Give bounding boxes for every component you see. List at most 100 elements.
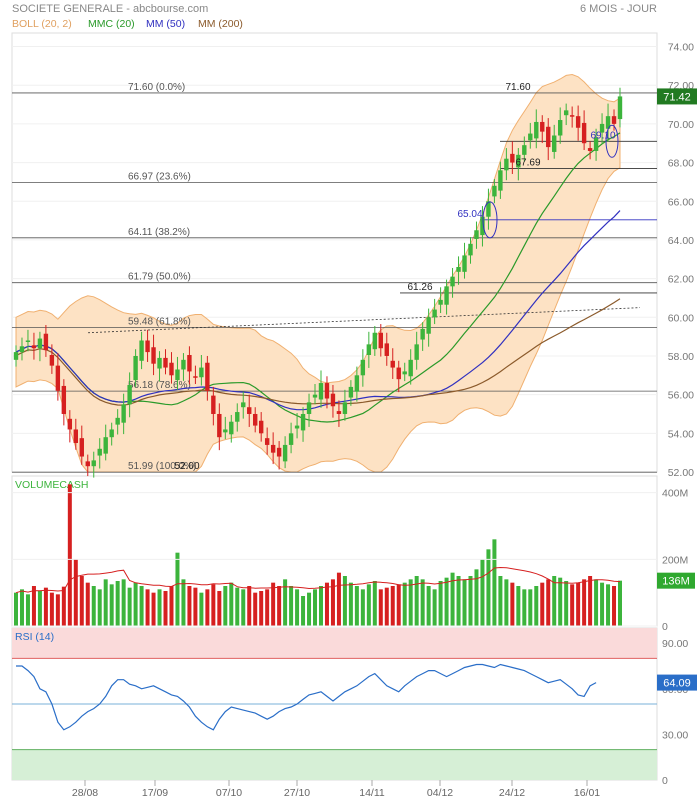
candle-body	[223, 429, 228, 433]
candle-body	[217, 413, 222, 438]
volume-bar	[618, 580, 622, 626]
x-axis: 28/08 17/09 07/10 27/10 14/11 04/12 24/12 16/01	[72, 780, 600, 799]
candle-body	[151, 347, 156, 364]
candle-body	[181, 359, 186, 370]
volume-bar	[450, 572, 455, 626]
volume-bar	[181, 579, 186, 626]
candle-body	[276, 447, 282, 457]
volume-bar	[169, 586, 174, 626]
fib-label: 61.79 (50.0%)	[128, 272, 191, 283]
candle-body	[438, 299, 443, 305]
candle-body	[55, 365, 61, 391]
candle-body	[510, 153, 515, 163]
candle-body	[384, 343, 389, 356]
volume-bar	[438, 581, 443, 626]
volume-bar	[79, 576, 84, 626]
candle-body	[318, 383, 324, 400]
volume-bar	[342, 576, 347, 626]
candle-body	[19, 346, 25, 353]
volume-bar	[43, 587, 48, 626]
candle-body	[97, 448, 102, 456]
volume-bar	[516, 586, 521, 626]
volume-bar	[133, 582, 138, 626]
candle-body	[294, 425, 300, 429]
rsi-oversold-zone	[12, 749, 657, 780]
volume-bar	[103, 579, 108, 626]
volume-bar	[313, 589, 318, 626]
legend-mm50: MM (50)	[146, 18, 185, 30]
candle-body	[306, 402, 312, 414]
volume-bar	[492, 539, 497, 626]
candle-body	[145, 340, 150, 353]
candle-body	[414, 344, 419, 360]
x-tick-label: 27/10	[284, 787, 310, 799]
candle-body	[605, 116, 611, 129]
volume-bar	[504, 579, 509, 626]
legend: BOLL (20, 2) MMC (20) MM (50) MM (200)	[12, 18, 243, 30]
candle-body	[402, 371, 407, 375]
volume-bar	[157, 589, 162, 626]
volume-bar	[588, 576, 593, 626]
candle-body	[593, 137, 599, 151]
candle-body	[37, 338, 43, 349]
price-tick-label: 52.00	[668, 467, 694, 479]
volume-bar	[444, 577, 449, 626]
volume-bar	[145, 589, 150, 626]
x-tick-label: 07/10	[216, 787, 242, 799]
volume-bar	[324, 582, 329, 626]
candle-body	[563, 110, 569, 116]
volume-bar	[510, 582, 515, 626]
candle-body	[617, 96, 623, 120]
volume-bar	[187, 586, 192, 626]
candle-body	[342, 402, 348, 414]
rsi-panel-title: RSI (14)	[15, 631, 54, 643]
volume-bar	[37, 591, 42, 626]
candle-body	[522, 145, 527, 155]
volume-bar	[462, 579, 467, 626]
price-tick-label: 64.00	[668, 235, 694, 247]
candle-body	[133, 355, 138, 381]
volume-bar	[67, 484, 72, 626]
volume-bar	[414, 576, 419, 626]
annotation-label: 65.04	[457, 209, 482, 220]
volume-bar	[235, 587, 240, 626]
candle-body	[193, 376, 198, 378]
candle-body	[282, 444, 288, 462]
candle-body	[599, 123, 605, 133]
fib-label: 59.48 (61.8%)	[128, 316, 191, 327]
volume-bar	[55, 594, 60, 626]
volume-bar	[456, 576, 461, 626]
volume-bar	[318, 586, 323, 626]
candle-body	[426, 317, 431, 334]
candle-body	[127, 384, 132, 405]
volume-bar	[211, 584, 216, 626]
candle-body	[175, 369, 180, 381]
candle-body	[390, 360, 395, 368]
candle-body	[270, 444, 276, 453]
moving-averages	[15, 132, 621, 423]
volume-bar	[151, 592, 156, 626]
volume-bar	[85, 582, 90, 626]
volume-bar	[336, 572, 341, 626]
volume-bar	[241, 589, 246, 626]
volume-bar	[408, 579, 413, 626]
candle-body	[462, 255, 467, 272]
trend-line	[87, 307, 641, 334]
candle-body	[366, 344, 372, 355]
candle-body	[396, 367, 401, 380]
volume-bar	[528, 589, 533, 626]
volume-bar	[354, 586, 359, 626]
volume-bar	[307, 592, 312, 626]
volume-bar	[360, 589, 365, 626]
candle-body	[121, 404, 126, 423]
candle-body	[540, 121, 545, 132]
price-tick-label: 74.00	[668, 42, 694, 54]
candle-body	[43, 333, 49, 351]
chart-title: SOCIETE GENERALE - abcbourse.com	[12, 3, 208, 15]
volume-bar	[594, 579, 599, 626]
candle-body	[31, 345, 37, 349]
candle-body	[450, 276, 455, 287]
candle-body	[229, 421, 234, 435]
last-rsi-label: 64.09	[663, 678, 691, 690]
